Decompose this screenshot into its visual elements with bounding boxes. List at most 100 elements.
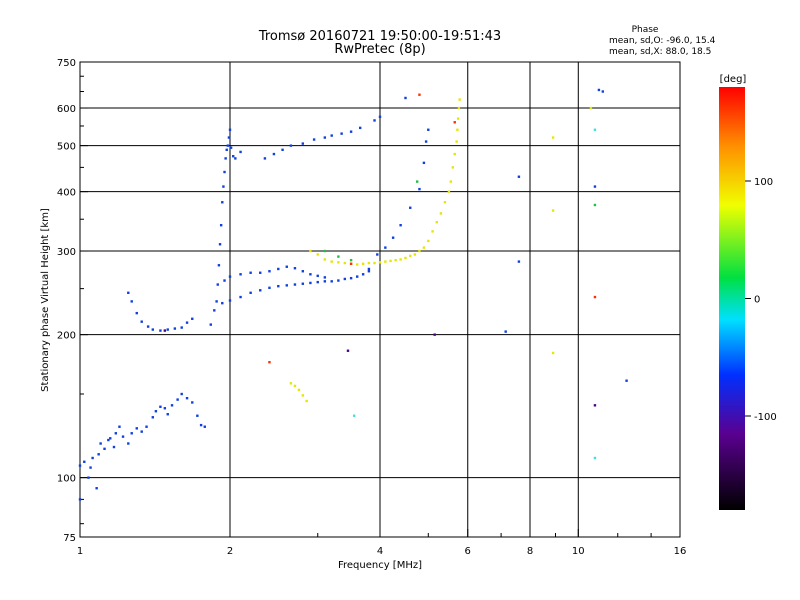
data-point <box>277 267 280 271</box>
data-point <box>151 328 155 331</box>
data-point <box>83 460 86 463</box>
data-point <box>316 274 319 278</box>
data-point <box>223 279 226 282</box>
data-point <box>418 93 421 96</box>
data-point <box>87 476 90 479</box>
data-point <box>180 326 183 329</box>
colorbar-tick-label: -100 <box>754 412 777 423</box>
data-point <box>404 96 407 100</box>
colorbar-label: [deg] <box>720 74 747 85</box>
data-point <box>228 299 232 302</box>
data-point <box>180 392 183 396</box>
data-point <box>217 264 221 267</box>
data-point <box>389 259 392 263</box>
data-point <box>323 276 327 279</box>
data-point <box>107 438 110 442</box>
data-point <box>409 206 412 209</box>
data-point <box>185 396 189 400</box>
data-point <box>259 289 262 292</box>
data-point <box>593 456 597 460</box>
data-point <box>593 404 597 407</box>
data-point <box>358 126 362 130</box>
data-point <box>219 224 223 227</box>
data-point <box>140 320 143 323</box>
data-point <box>504 330 507 333</box>
x-tick-label: 1 <box>77 546 83 557</box>
data-point <box>355 263 359 266</box>
x-tick-label: 6 <box>465 546 471 557</box>
data-point <box>373 119 376 122</box>
y-tick-label: 75 <box>63 533 76 544</box>
data-point <box>223 170 226 174</box>
data-point <box>427 239 430 243</box>
data-point <box>293 384 297 388</box>
data-point <box>404 256 407 260</box>
x-tick-label: 8 <box>527 546 533 557</box>
data-point <box>159 405 162 408</box>
data-point <box>293 267 297 270</box>
data-point <box>349 276 353 280</box>
x-tick-label: 2 <box>227 546 233 557</box>
data-point <box>337 279 340 282</box>
data-point <box>418 249 421 253</box>
y-tick-label: 300 <box>57 247 76 258</box>
colorbar-gradient <box>719 87 745 510</box>
y-tick-label: 500 <box>57 142 76 153</box>
data-point <box>361 262 365 265</box>
data-point <box>213 309 216 312</box>
data-point <box>146 325 150 328</box>
data-point <box>78 498 82 501</box>
phase-stats-box: Phase mean, sd,O: -96.0, 15.4 mean, sd,X… <box>609 25 716 57</box>
y-tick-label: 750 <box>57 58 76 69</box>
data-point <box>340 132 343 135</box>
data-point <box>378 261 382 264</box>
data-point <box>593 203 597 207</box>
data-point <box>316 253 319 256</box>
data-point <box>593 185 597 188</box>
data-point <box>451 166 455 169</box>
data-point <box>456 117 460 120</box>
data-point <box>367 267 371 271</box>
data-point <box>415 180 419 183</box>
phase-stats-x-mode: mean, sd,X: 88.0, 18.5 <box>609 47 711 57</box>
data-point <box>453 152 456 156</box>
data-point <box>409 254 412 258</box>
data-point <box>330 260 333 263</box>
data-point <box>551 136 555 139</box>
data-point <box>112 445 116 449</box>
data-point <box>277 284 280 288</box>
data-point <box>272 152 276 156</box>
data-point <box>343 277 347 281</box>
data-point <box>330 134 333 137</box>
data-point <box>228 128 232 131</box>
data-point <box>289 144 293 147</box>
data-point <box>95 487 98 490</box>
data-point <box>103 447 106 451</box>
data-point <box>263 157 267 160</box>
data-point <box>449 180 453 183</box>
data-point <box>239 273 242 276</box>
data-point <box>391 236 395 239</box>
data-point <box>346 349 350 352</box>
colorbar-ticks: 100 0 -100 <box>745 177 777 423</box>
data-point <box>99 442 102 445</box>
data-point <box>130 300 133 303</box>
data-point <box>185 321 189 324</box>
data-point <box>170 404 174 407</box>
chart-title: Tromsø 20160721 19:50:00-19:51:43 <box>258 29 501 44</box>
data-point <box>301 282 305 285</box>
data-point <box>215 300 218 303</box>
data-point <box>163 407 167 410</box>
data-point <box>191 317 194 320</box>
data-point <box>422 161 426 165</box>
data-point <box>305 399 308 403</box>
data-point <box>323 280 327 283</box>
data-point <box>457 106 461 110</box>
data-point <box>330 280 333 283</box>
data-point <box>203 425 206 428</box>
data-point <box>216 283 219 286</box>
data-point <box>176 398 179 401</box>
x-tick-label: 16 <box>674 546 687 557</box>
data-point <box>227 136 231 139</box>
data-point <box>361 273 365 276</box>
